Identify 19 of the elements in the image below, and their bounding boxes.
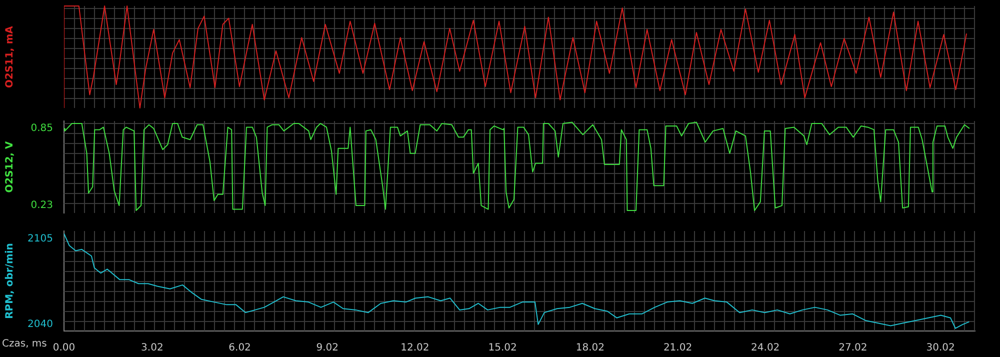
y-tick-label: 0.23	[30, 200, 53, 212]
x-tick-label: 27.02	[838, 342, 868, 354]
x-tick-label: 24.02	[751, 342, 780, 354]
x-tick-label: 18.02	[576, 342, 604, 354]
x-tick-label: 6.02	[228, 342, 251, 354]
x-tick-label: 9.02	[316, 342, 339, 354]
y-tick-label: 0.85	[30, 123, 53, 134]
y-tick-label: 2040	[28, 319, 53, 330]
x-tick-label: 21.02	[663, 342, 692, 354]
x-tick-label: 0.00	[52, 342, 76, 354]
x-tick-label: 12.02	[400, 342, 430, 354]
x-tick-label: 30.02	[926, 342, 955, 354]
y-tick-label: 2105	[28, 233, 53, 244]
y-axis-title: O2S12, V	[4, 140, 16, 193]
x-tick-label: 3.02	[141, 342, 164, 354]
x-axis-title: Czas, ms	[2, 338, 47, 350]
y-axis-title: O2S11, mA	[4, 26, 16, 88]
y-axis-title: RPM, obr/min	[4, 243, 16, 319]
x-tick-label: 15.02	[488, 342, 517, 354]
